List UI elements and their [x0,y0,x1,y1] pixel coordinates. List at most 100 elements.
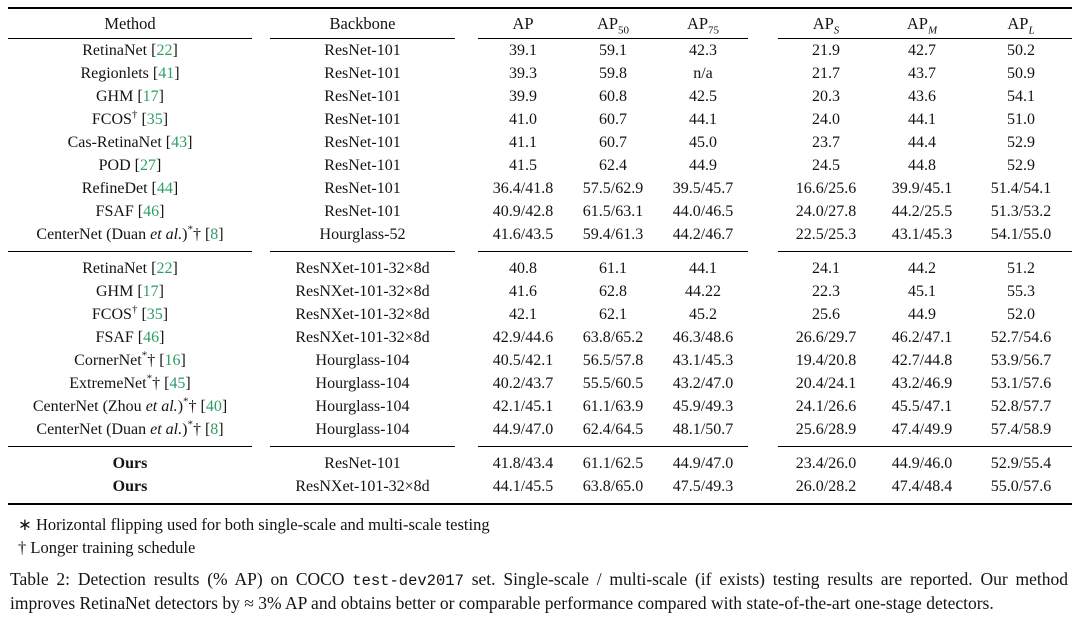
footnote-asterisk: ∗ Horizontal flipping used for both sing… [18,515,490,534]
value-cell: 45.2 [689,306,717,323]
method-cell: RefineDet [44] [81,180,179,197]
citation-link[interactable]: 17 [142,88,159,105]
value-cell: 57.5/62.9 [582,180,644,197]
table-row: FCOS† [35] ResNXet-101-32×8d 42.1 62.1 45.2 2… [8,303,1072,326]
citation-link[interactable]: 44 [156,180,173,197]
value-cell: 52.9/55.4 [970,446,1072,475]
citation-link[interactable]: 35 [146,306,163,323]
method-cell: GHM [17] [96,88,164,105]
column-gap [748,372,778,395]
value-cell: 43.6 [908,88,936,105]
table-group-1: RetinaNet [22] ResNet-101 39.1 59.1 42.3 21.9… [8,39,1072,252]
value-cell: 44.1 [908,111,936,128]
citation-link[interactable]: 46 [143,329,160,346]
value-cell: 44.2/25.5 [891,203,953,220]
column-gap [455,372,478,395]
value-cell: 62.1 [599,306,627,323]
column-gap [748,303,778,326]
method-marker-sup: * [146,372,153,385]
value-cell: 60.8 [599,88,627,105]
column-gap [455,326,478,349]
column-gap [455,349,478,372]
backbone-cell: ResNXet-101-32×8d [295,306,430,323]
value-cell: 44.9/47.0 [658,446,748,475]
citation-link[interactable]: 27 [140,157,156,174]
value-cell: 21.9 [812,42,840,59]
citation-link[interactable]: 22 [156,42,173,59]
table-row: Regionlets [41] ResNet-101 39.3 59.8 n/a 21.7… [8,62,1072,85]
column-gap [252,131,270,154]
value-cell: 53.9/56.7 [990,352,1052,369]
value-cell: 24.1 [778,251,874,280]
citation-link[interactable]: 45 [169,375,186,392]
value-cell: 41.5 [509,157,537,174]
column-gap [748,177,778,200]
method-cell: Regionlets [41] [80,65,180,82]
column-gap [748,326,778,349]
citation-link[interactable]: 8 [210,421,219,438]
value-cell: 42.7 [908,42,936,59]
value-cell: 54.1 [1007,88,1035,105]
table-row: FCOS† [35] ResNet-101 41.0 60.7 44.1 24.0 44.1… [8,108,1072,131]
column-gap [252,303,270,326]
header-label: AP [1007,14,1029,33]
table-row: CenterNet (Duan et al.)*† [8] Hourglass-1… [8,418,1072,447]
value-cell: 45.5/47.1 [891,398,953,415]
value-cell: 20.3 [812,88,840,105]
backbone-cell: ResNet-101 [324,157,401,174]
citation-link[interactable]: 16 [164,352,181,369]
value-cell: 45.9/49.3 [672,398,734,415]
column-gap [748,349,778,372]
citation-link[interactable]: 35 [146,111,163,128]
table-row: CenterNet (Duan et al.)*† [8] Hourglass-5… [8,223,1072,252]
value-cell: 60.7 [599,111,627,128]
column-gap [252,177,270,200]
header-label: AP [906,14,928,33]
value-cell: 46.2/47.1 [891,329,953,346]
value-cell: 63.8/65.2 [582,329,644,346]
value-cell: 62.4/64.5 [582,421,644,438]
column-gap [455,131,478,154]
column-gap [748,154,778,177]
value-cell: 23.4/26.0 [778,446,874,475]
value-cell: 39.3 [509,65,537,82]
header-subscript: S [833,24,840,37]
citation-link[interactable]: 8 [210,226,219,243]
method-cell: CenterNet (Duan et al.)*† [8] [36,223,224,243]
column-gap [252,223,270,252]
method-cell: CenterNet (Zhou et al.)*† [40] [32,395,228,415]
method-cell: Ours [8,446,252,475]
column-gap [748,223,778,252]
value-cell: 59.8 [599,65,627,82]
citation-link[interactable]: 43 [171,134,188,151]
column-gap [252,200,270,223]
value-cell: 46.3/48.6 [672,329,734,346]
citation-link[interactable]: 40 [205,398,222,415]
citation-link[interactable]: 41 [158,65,175,82]
value-cell: n/a [693,65,713,82]
table-group-2: RetinaNet [22] ResNXet-101-32×8d 40.8 61.1 4… [8,251,1072,447]
table-row: Ours ResNXet-101-32×8d 44.1/45.5 63.8/65.0 4… [8,475,1072,505]
citation-link[interactable]: 22 [156,260,173,277]
footnote-dagger: † Longer training schedule [18,538,196,557]
value-cell: 43.1/45.3 [891,226,953,243]
backbone-cell: ResNXet-101-32×8d [295,283,430,300]
value-cell: 50.9 [1007,65,1035,82]
header-subscript: L [1028,24,1035,37]
value-cell: 41.0 [509,111,537,128]
method-cell: Ours [8,475,252,505]
value-cell: 36.4/41.8 [492,180,554,197]
column-gap [748,131,778,154]
citation-link[interactable]: 46 [143,203,160,220]
value-cell: 52.7/54.6 [990,329,1052,346]
value-cell: 40.5/42.1 [492,352,554,369]
method-cell: FCOS† [35] [91,108,169,128]
table-group-3: Ours ResNet-101 41.8/43.4 61.1/62.5 44.9/47.… [8,446,1072,505]
value-cell: 63.8/65.0 [568,475,658,505]
method-cell: FCOS† [35] [91,303,169,323]
citation-link[interactable]: 17 [142,283,159,300]
table-row: Ours ResNet-101 41.8/43.4 61.1/62.5 44.9/47.… [8,446,1072,475]
column-gap [455,85,478,108]
table-caption: Table 2: Detection results (% AP) on COC… [10,568,1068,614]
col-header-aps: APS [778,7,874,39]
